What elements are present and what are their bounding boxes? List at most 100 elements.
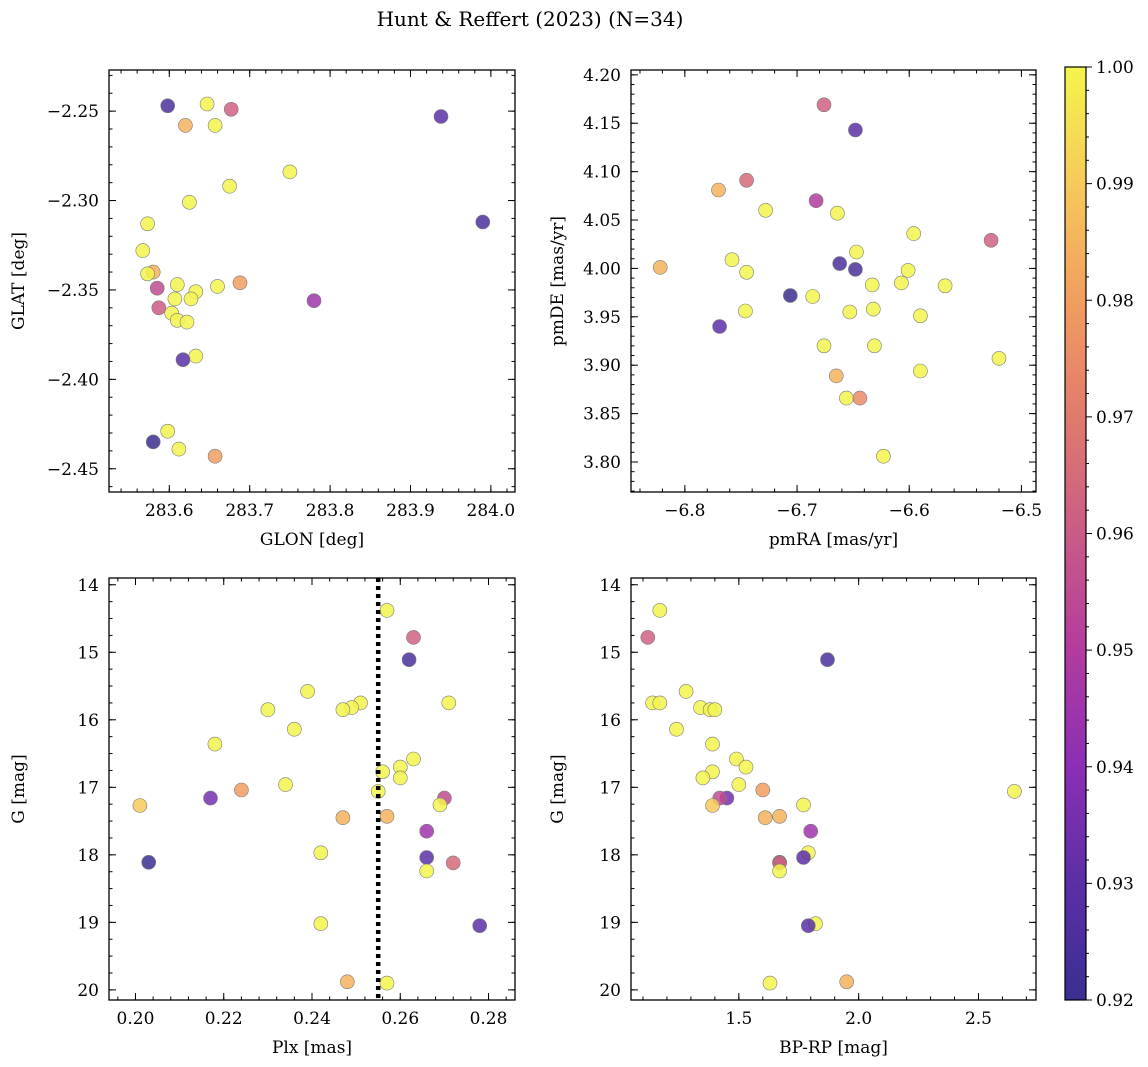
y-tick-label: 4.05	[583, 211, 621, 231]
x-tick-label: 2.0	[845, 1009, 872, 1029]
figure-title: Hunt & Reffert (2023) (N=34)	[377, 7, 684, 31]
data-point	[140, 216, 155, 232]
data-point	[441, 695, 457, 711]
data-point	[796, 850, 811, 865]
data-point	[335, 810, 351, 826]
data-point	[729, 751, 744, 767]
data-point	[738, 303, 753, 319]
data-point	[808, 193, 824, 208]
data-point	[234, 782, 249, 798]
data-point	[207, 118, 223, 133]
data-point	[183, 291, 199, 307]
y-tick-label: 4.15	[583, 114, 621, 134]
data-point	[983, 233, 999, 248]
y-tick-label: 16	[599, 711, 621, 731]
data-point	[800, 918, 816, 934]
data-point	[207, 736, 223, 752]
data-point	[913, 308, 928, 324]
data-point	[705, 736, 720, 752]
data-point	[286, 721, 302, 737]
data-point	[207, 448, 223, 464]
data-point	[832, 256, 848, 271]
y-axis-label: GLAT [deg]	[9, 232, 29, 330]
y-tick-label: 19	[599, 913, 621, 933]
y-tick-label: 20	[599, 981, 621, 1001]
data-point	[848, 122, 863, 138]
x-tick-label: −6.5	[1001, 501, 1042, 521]
data-point	[894, 275, 909, 291]
y-tick-label: 17	[599, 778, 621, 798]
data-point	[300, 684, 315, 699]
data-point	[772, 863, 787, 879]
data-point	[203, 790, 218, 806]
scatter-points	[640, 603, 1022, 991]
data-point	[188, 348, 204, 364]
y-tick-label: −2.45	[47, 460, 99, 480]
y-tick-label: 15	[77, 643, 99, 663]
x-tick-label: 283.7	[225, 501, 274, 521]
data-point	[652, 695, 668, 711]
axes-frame	[630, 577, 1037, 1001]
panel-sky: 283.6 283.7 283.8 283.9 284.0 −2.25 −2.30 −2.35…	[9, 69, 516, 550]
data-point	[335, 702, 351, 718]
y-tick-label: 16	[77, 711, 99, 731]
data-point	[1007, 784, 1022, 799]
data-point	[803, 823, 819, 839]
axes-frame	[108, 577, 516, 1001]
data-point	[867, 338, 882, 354]
colorbar-tick-label: 0.99	[1096, 175, 1134, 195]
y-tick-label: 4.10	[583, 163, 621, 183]
data-point	[820, 652, 835, 668]
x-tick-label: 0.28	[470, 1009, 508, 1029]
y-tick-label: 18	[599, 846, 621, 866]
data-point	[755, 782, 771, 798]
data-point	[738, 759, 754, 775]
data-point	[370, 784, 386, 799]
x-axis-label: GLON [deg]	[260, 530, 364, 550]
data-point	[652, 603, 668, 618]
data-point	[762, 975, 778, 991]
data-point	[772, 808, 787, 824]
data-point	[830, 205, 845, 221]
data-point	[223, 102, 239, 117]
data-point	[782, 288, 798, 303]
data-point	[140, 266, 155, 282]
data-point	[313, 845, 329, 861]
data-point	[739, 264, 754, 280]
y-tick-label: −2.30	[47, 192, 99, 212]
x-tick-label: 2.5	[965, 1009, 992, 1029]
colorbar-tick-label: 0.92	[1096, 991, 1134, 1011]
data-point	[876, 448, 891, 464]
ticks	[631, 70, 1036, 492]
data-point	[669, 721, 684, 737]
data-point	[472, 918, 488, 934]
data-point	[171, 441, 187, 457]
data-point	[145, 434, 161, 450]
colorbar-bar	[1064, 66, 1087, 1001]
data-point	[848, 262, 863, 277]
y-axis-label: G [mag]	[9, 754, 29, 823]
x-tick-label: −6.6	[889, 501, 930, 521]
colorbar-tick-label: 1.00	[1096, 58, 1134, 78]
x-tick-label: 0.20	[117, 1009, 155, 1029]
data-point	[306, 293, 322, 309]
data-point	[724, 252, 740, 268]
data-point	[913, 363, 928, 379]
data-point	[379, 975, 395, 991]
panels: 283.6 283.7 283.8 283.9 284.0 −2.25 −2.30 −2.35…	[9, 66, 1042, 1058]
x-tick-label: 283.6	[145, 501, 194, 521]
colorbar-tick-label: 0.93	[1096, 874, 1134, 894]
data-point	[419, 823, 435, 839]
y-tick-label: 20	[77, 981, 99, 1001]
data-point	[432, 797, 448, 813]
data-point	[842, 304, 858, 320]
data-point	[199, 96, 215, 112]
data-point	[739, 173, 754, 188]
y-tick-label: 19	[77, 913, 99, 933]
colorbar-tick-label: 0.97	[1096, 408, 1134, 428]
data-point	[852, 390, 868, 406]
data-point	[132, 798, 148, 813]
data-point	[839, 390, 854, 406]
data-point	[640, 630, 656, 645]
data-point	[160, 423, 175, 439]
